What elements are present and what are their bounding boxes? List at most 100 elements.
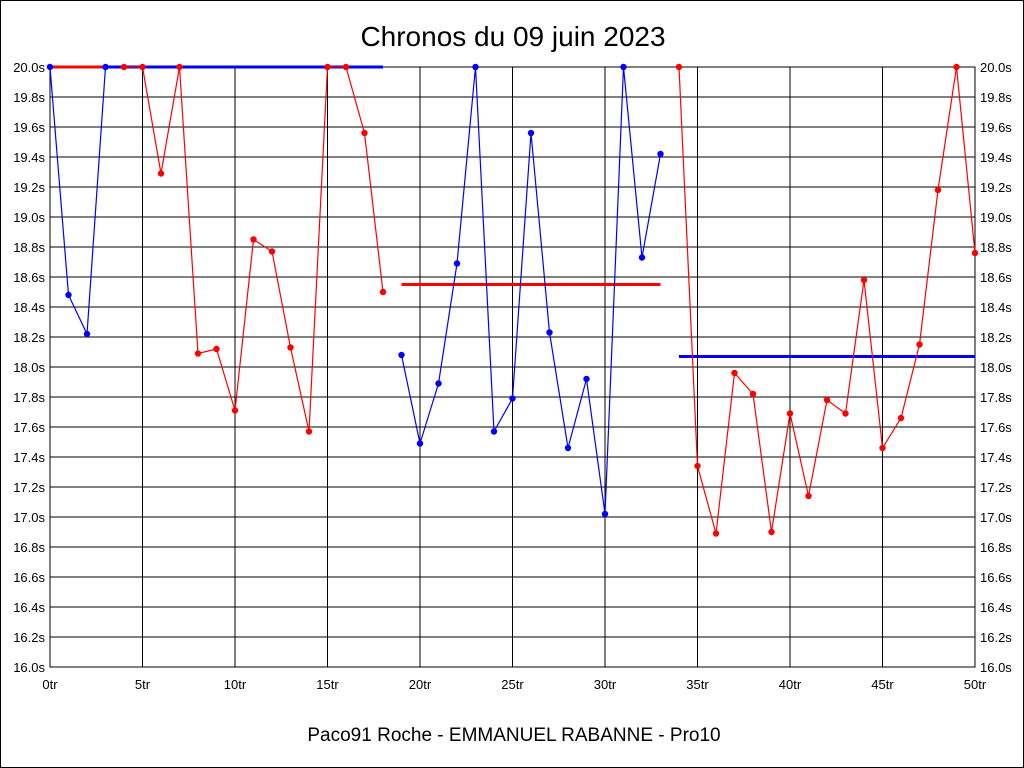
y-tick-label-left: 16.6s	[13, 570, 45, 585]
y-tick-label-left: 17.8s	[13, 390, 45, 405]
data-point	[971, 249, 979, 257]
data-point	[953, 63, 960, 71]
x-tick-label: 15tr	[316, 677, 339, 692]
data-point	[731, 369, 738, 377]
grid-layer	[49, 66, 976, 668]
series-line	[678, 66, 976, 534]
x-tick-label: 40tr	[779, 677, 802, 692]
y-tick-label-left: 17.4s	[13, 450, 45, 465]
y-tick-label-right: 18.6s	[980, 270, 1012, 285]
y-tick-label-left: 18.2s	[13, 330, 45, 345]
plot-area-border	[49, 66, 976, 668]
data-point	[490, 428, 498, 435]
y-tick-label-left: 18.8s	[13, 240, 45, 255]
y-tick-label-left: 19.6s	[13, 120, 45, 135]
data-point	[879, 444, 886, 452]
y-tick-label-left: 17.0s	[13, 510, 45, 525]
data-point	[157, 170, 165, 177]
y-tick-label-right: 18.2s	[980, 330, 1012, 345]
y-tick-label-right: 19.6s	[980, 120, 1012, 135]
data-point	[601, 510, 609, 518]
data-point	[305, 428, 313, 435]
y-tick-label-right: 16.8s	[980, 540, 1012, 555]
data-point	[194, 350, 202, 357]
y-tick-label-left: 20.0s	[13, 60, 45, 75]
data-point	[583, 375, 590, 383]
data-point	[675, 63, 683, 71]
x-tick-label: 30tr	[594, 677, 617, 692]
data-point	[398, 351, 405, 359]
y-tick-label-left: 16.0s	[13, 660, 45, 675]
y-tick-label-left: 19.4s	[13, 150, 45, 165]
y-tick-label-left: 16.8s	[13, 540, 45, 555]
y-tick-label-right: 19.2s	[980, 180, 1012, 195]
y-tick-label-right: 19.4s	[980, 150, 1012, 165]
data-point	[564, 444, 572, 452]
x-tick-label: 35tr	[686, 677, 709, 692]
y-tick-label-left: 18.4s	[13, 300, 45, 315]
data-point	[934, 186, 942, 194]
data-point	[749, 390, 757, 398]
data-point	[860, 276, 868, 284]
data-point	[342, 63, 350, 71]
data-point	[176, 63, 183, 71]
data-point	[694, 462, 701, 470]
y-tick-label-left: 16.2s	[13, 630, 45, 645]
y-tick-label-left: 16.4s	[13, 600, 45, 615]
series-layer	[46, 63, 979, 537]
y-tick-label-left: 17.2s	[13, 480, 45, 495]
chart-title: Chronos du 09 juin 2023	[360, 21, 665, 52]
data-point	[231, 407, 239, 414]
y-tick-label-left: 18.6s	[13, 270, 45, 285]
y-tick-label-left: 19.0s	[13, 210, 45, 225]
data-point	[527, 129, 535, 137]
y-tick-label-right: 20.0s	[980, 60, 1012, 75]
x-tick-label: 25tr	[501, 677, 524, 692]
y-tick-label-right: 18.4s	[980, 300, 1012, 315]
data-point	[638, 254, 646, 261]
data-point	[379, 288, 387, 296]
x-tick-label: 5tr	[135, 677, 151, 692]
data-point	[102, 63, 109, 71]
data-point	[65, 291, 72, 299]
y-tick-label-left: 19.8s	[13, 90, 45, 105]
series-line	[49, 66, 107, 337]
y-tick-label-left: 17.6s	[13, 420, 45, 435]
y-tick-label-right: 16.4s	[980, 600, 1012, 615]
series-line	[124, 66, 384, 432]
y-tick-label-left: 19.2s	[13, 180, 45, 195]
y-tick-label-right: 17.6s	[980, 420, 1012, 435]
x-tick-label: 20tr	[409, 677, 432, 692]
data-point	[805, 492, 812, 500]
data-point	[46, 63, 54, 71]
y-tick-label-right: 16.2s	[980, 630, 1012, 645]
data-point	[324, 63, 331, 71]
y-tick-label-right: 18.8s	[980, 240, 1012, 255]
x-tick-label: 45tr	[871, 677, 894, 692]
data-point	[435, 380, 442, 387]
y-tick-label-right: 17.8s	[980, 390, 1012, 405]
y-tick-label-right: 17.0s	[980, 510, 1012, 525]
y-tick-label-right: 16.6s	[980, 570, 1012, 585]
data-point	[712, 530, 720, 537]
x-tick-label: 10tr	[224, 677, 247, 692]
data-point	[842, 410, 849, 417]
y-tick-label-right: 19.8s	[980, 90, 1012, 105]
data-point	[657, 150, 664, 158]
data-point	[268, 248, 276, 255]
x-tick-label: 0tr	[42, 677, 58, 692]
data-point	[916, 341, 923, 348]
data-point	[287, 344, 294, 351]
data-point	[509, 395, 516, 402]
data-point	[897, 414, 905, 422]
y-tick-label-right: 17.2s	[980, 480, 1012, 495]
data-point	[139, 63, 146, 71]
data-point	[453, 260, 461, 267]
data-point	[620, 63, 627, 71]
y-tick-label-left: 18.0s	[13, 360, 45, 375]
chart-footer: Paco91 Roche - EMMANUEL RABANNE - Pro10	[307, 725, 720, 746]
y-tick-label-right: 16.0s	[980, 660, 1012, 675]
data-point	[250, 236, 257, 243]
data-point	[472, 63, 479, 71]
